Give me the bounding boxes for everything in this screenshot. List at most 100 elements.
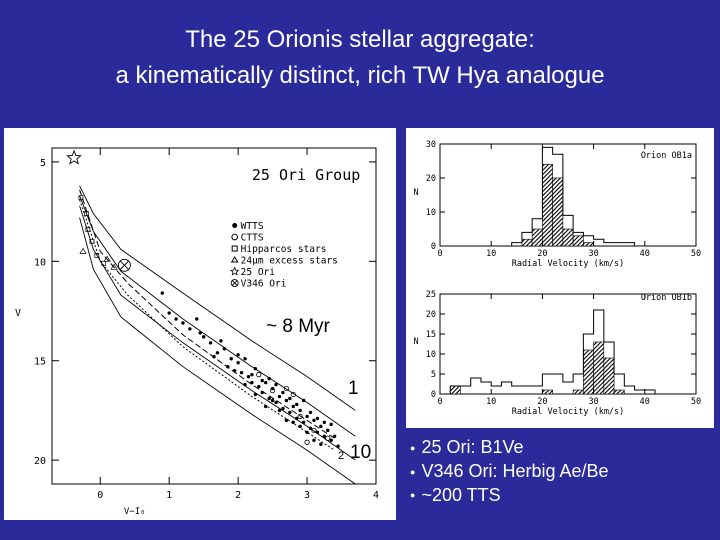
x-tick-label: 3: [304, 490, 310, 501]
wtts-point: [315, 416, 320, 421]
ob1a-y-axis-label: N: [413, 188, 418, 198]
wtts-point: [291, 404, 295, 409]
point-v346-ori: [117, 258, 131, 272]
wtts-point: [281, 390, 285, 395]
circled-cross-ring: [230, 279, 239, 287]
wtts-point: [319, 442, 323, 446]
ob1a-title: Orion OB1a: [641, 151, 692, 161]
legend-entry-label: Hipparcos stars: [241, 244, 327, 255]
wtts-point: [198, 331, 202, 335]
y-tick-label: 10: [426, 208, 436, 218]
wtts-point: [264, 380, 268, 385]
wtts-point: [201, 335, 206, 339]
wtts-point: [319, 424, 323, 429]
y-tick-label: 10: [34, 257, 46, 268]
ob1a-hatched-bar: [562, 228, 574, 247]
circled-cross-x: [119, 260, 129, 270]
ob1b-open-histogram: [449, 309, 656, 394]
x-tick-label: 10: [486, 249, 496, 259]
wtts-point: [298, 408, 302, 413]
isochrone-line: [79, 205, 356, 461]
excess-point: [79, 247, 87, 254]
wtts-point: [308, 426, 313, 431]
ob1a-hatched-bar: [572, 235, 584, 247]
wtts-point: [308, 410, 313, 415]
bullet-text: 25 Ori: B1Ve: [421, 437, 524, 457]
isochrone-line: [79, 185, 356, 411]
wtts-point: [260, 378, 264, 383]
wtts-point: [257, 384, 261, 389]
slide-title: The 25 Orionis stellar aggregate: a kine…: [0, 22, 720, 94]
wtts-point: [160, 291, 164, 295]
ob1a-hatched-bar: [542, 164, 553, 247]
wtts-point: [212, 355, 216, 359]
legend-marker-icon: [229, 266, 240, 276]
wtts-point: [288, 410, 292, 415]
x-tick-label: 0: [97, 490, 103, 501]
age-label-1: 1: [348, 378, 359, 399]
x-tick-label: 50: [691, 249, 701, 259]
x-tick-label: 20: [537, 397, 547, 407]
wtts-point: [295, 416, 299, 421]
age-label-2: 2: [338, 450, 345, 462]
y-tick-label: 0: [431, 390, 436, 400]
wtts-point: [329, 438, 333, 442]
wtts-point: [222, 347, 227, 351]
ctts-point: [304, 439, 310, 445]
wtts-point: [208, 341, 213, 345]
x-tick-label: 1: [166, 490, 172, 501]
isochrone-line: [79, 217, 356, 485]
ob1b-frame: [439, 293, 697, 395]
wtts-point: [301, 398, 306, 403]
x-tick-label: 30: [588, 397, 598, 407]
ob1b-hatched-bar: [603, 357, 615, 395]
bullet-dot-icon: ●: [410, 466, 416, 477]
bullet-list: ● 25 Ori: B1Ve ● V346 Ori: Herbig Ae/Be ● ~…: [410, 436, 609, 507]
age-label-8myr: ~ 8 Myr: [266, 316, 330, 337]
wtts-point: [243, 357, 247, 361]
legend-marker-icon: [230, 279, 239, 287]
wtts-point: [250, 372, 254, 377]
point-25-ori: [66, 149, 82, 165]
wtts-point: [274, 400, 278, 405]
y-tick-label: 0: [431, 242, 436, 252]
model-curve: [79, 199, 335, 451]
wtts-point: [332, 434, 337, 438]
age-label-10: 10: [350, 442, 372, 463]
bullet-item: ● V346 Ori: Herbig Ae/Be: [410, 460, 609, 484]
wtts-point: [236, 353, 240, 357]
x-tick-label: 40: [640, 249, 650, 259]
hipparcos-point: [101, 260, 107, 266]
x-tick-label: 40: [640, 397, 650, 407]
x-tick-label: 20: [537, 249, 547, 259]
wtts-point: [336, 444, 340, 448]
wtts-point: [277, 394, 282, 399]
wtts-point: [167, 311, 171, 315]
hist-ob1b-chart: 0 10 20 30 40 50 0 5 10 15 20 25 N Radial Velocity (k…: [413, 290, 701, 417]
wtts-point: [236, 361, 240, 365]
title-line-1: The 25 Orionis stellar aggregate:: [185, 26, 535, 53]
wtts-point: [253, 392, 258, 397]
wtts-point: [229, 357, 233, 361]
wtts-point: [291, 420, 295, 425]
cmd-title: 25 Ori Group: [252, 166, 360, 184]
legend-entry-label: CTTS: [241, 233, 264, 244]
x-tick-label: 30: [588, 249, 598, 259]
x-tick-label: 2: [235, 490, 241, 501]
legend-entry-label: 24µm excess stars: [241, 256, 338, 267]
ob1b-hatched-bar: [583, 349, 594, 395]
ob1b-hatched-bar: [572, 389, 584, 395]
y-axis-label: V: [15, 308, 21, 319]
hipparcos-point: [84, 211, 89, 216]
cmd-plot-frame: [51, 147, 377, 485]
wtts-point: [250, 380, 254, 385]
wtts-point: [301, 420, 306, 425]
ob1b-hatched-bar: [593, 341, 605, 395]
wtts-point: [288, 396, 292, 401]
x-tick-label: 4: [373, 490, 379, 501]
hipparcos-point: [89, 239, 95, 244]
bullet-item: ● 25 Ori: B1Ve: [410, 436, 609, 460]
bullet-item: ● ~200 TTS: [410, 484, 609, 508]
ctts-point: [311, 427, 317, 433]
circled-cross-x: [231, 280, 238, 286]
